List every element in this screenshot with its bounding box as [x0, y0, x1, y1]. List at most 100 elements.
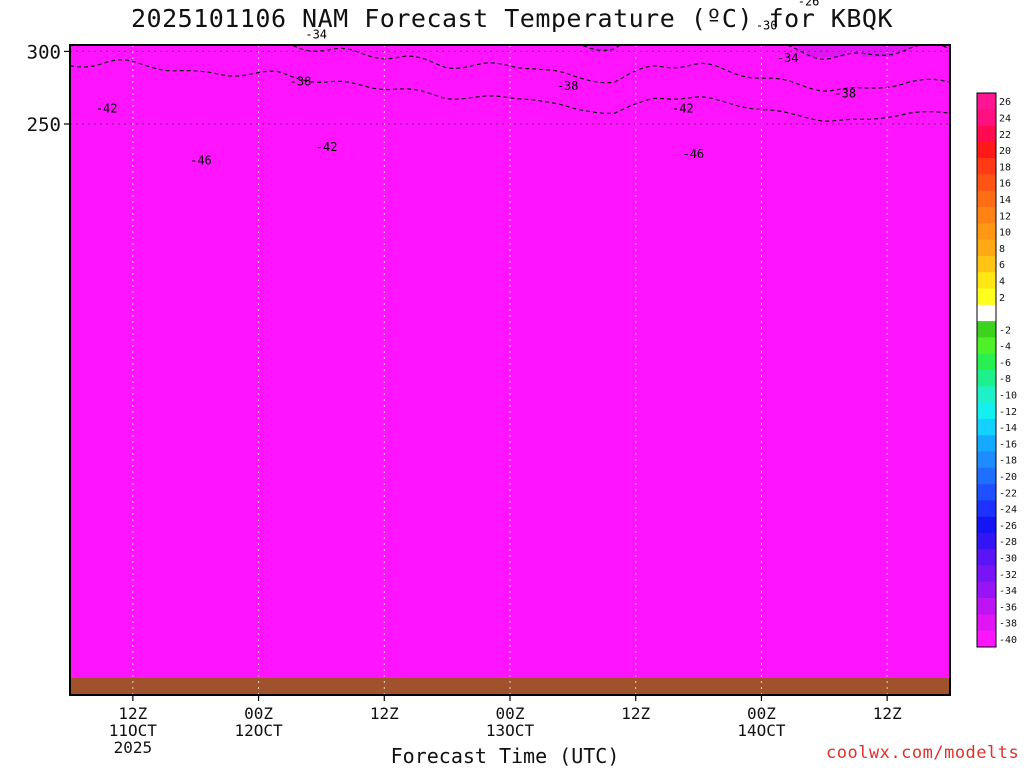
temperature-band-cell: [286, 129, 295, 136]
temperature-band-cell: [174, 651, 183, 658]
temperature-band-cell: [206, 465, 215, 472]
temperature-band-cell: [206, 423, 215, 430]
temperature-band-cell: [390, 333, 399, 340]
temperature-band-cell: [254, 51, 263, 58]
temperature-band-cell: [134, 639, 143, 646]
temperature-band-cell: [358, 483, 367, 490]
temperature-band-cell: [310, 555, 319, 562]
temperature-band-cell: [198, 621, 207, 628]
temperature-band-cell: [350, 663, 359, 670]
temperature-band-cell: [302, 615, 311, 622]
temperature-band-cell: [174, 483, 183, 490]
temperature-band-cell: [174, 567, 183, 574]
temperature-band-cell: [302, 381, 311, 388]
temperature-band-cell: [142, 633, 151, 640]
temperature-band-cell: [222, 45, 231, 52]
temperature-band-cell: [142, 327, 151, 334]
temperature-band-cell: [358, 549, 367, 556]
temperature-band-cell: [214, 657, 223, 664]
temperature-band-cell: [134, 129, 143, 136]
temperature-band-cell: [406, 267, 415, 274]
temperature-band-cell: [118, 399, 127, 406]
temperature-band-cell: [398, 189, 407, 196]
temperature-band-cell: [142, 285, 151, 292]
temperature-band-cell: [222, 63, 231, 70]
temperature-band-cell: [118, 369, 127, 376]
temperature-band-cell: [382, 525, 391, 532]
temperature-band-cell: [158, 201, 167, 208]
temperature-band-cell: [198, 315, 207, 322]
temperature-band-cell: [214, 285, 223, 292]
temperature-band-cell: [398, 69, 407, 76]
temperature-band-cell: [310, 117, 319, 124]
temperature-band-cell: [422, 387, 431, 394]
temperature-band-cell: [182, 603, 191, 610]
temperature-band-cell: [254, 213, 263, 220]
temperature-band-cell: [358, 519, 367, 526]
temperature-band-cell: [110, 381, 119, 388]
temperature-band-cell: [294, 447, 303, 454]
temperature-band-cell: [222, 201, 231, 208]
temperature-band-cell: [350, 555, 359, 562]
temperature-band-cell: [158, 669, 167, 676]
temperature-band-cell: [262, 369, 271, 376]
temperature-band-cell: [278, 303, 287, 310]
temperature-band-cell: [190, 231, 199, 238]
temperature-band-cell: [270, 495, 279, 502]
temperature-band-cell: [118, 333, 127, 340]
temperature-band-cell: [342, 351, 351, 358]
temperature-band-cell: [422, 261, 431, 268]
temperature-band-cell: [134, 375, 143, 382]
temperature-band-cell: [310, 627, 319, 634]
temperature-band-cell: [254, 603, 263, 610]
temperature-band-cell: [102, 627, 111, 634]
temperature-band-cell: [334, 441, 343, 448]
temperature-band-cell: [254, 471, 263, 478]
temperature-band-cell: [182, 429, 191, 436]
temperature-band-cell: [270, 81, 279, 88]
temperature-band-cell: [310, 207, 319, 214]
temperature-band-cell: [262, 417, 271, 424]
temperature-band-cell: [70, 621, 79, 628]
temperature-band-cell: [254, 57, 263, 64]
temperature-band-cell: [70, 483, 79, 490]
temperature-band-cell: [166, 465, 175, 472]
temperature-band-cell: [342, 465, 351, 472]
temperature-band-cell: [334, 375, 343, 382]
temperature-band-cell: [342, 105, 351, 112]
temperature-band-cell: [182, 129, 191, 136]
temperature-band-cell: [182, 141, 191, 148]
temperature-band-cell: [182, 231, 191, 238]
temperature-band-cell: [78, 663, 87, 670]
temperature-band-cell: [166, 615, 175, 622]
temperature-band-cell: [118, 165, 127, 172]
temperature-band-cell: [286, 279, 295, 286]
temperature-band-cell: [406, 579, 415, 586]
temperature-band-cell: [110, 147, 119, 154]
temperature-band-cell: [238, 249, 247, 256]
temperature-band-cell: [78, 447, 87, 454]
temperature-band-cell: [238, 279, 247, 286]
temperature-band-cell: [390, 285, 399, 292]
temperature-band-cell: [326, 303, 335, 310]
temperature-band-cell: [254, 567, 263, 574]
temperature-band-cell: [318, 63, 327, 70]
temperature-band-cell: [350, 57, 359, 64]
temperature-band-cell: [422, 399, 431, 406]
temperature-band-cell: [318, 309, 327, 316]
temperature-band-cell: [262, 351, 271, 358]
temperature-band-cell: [142, 315, 151, 322]
temperature-band-cell: [134, 345, 143, 352]
temperature-band-cell: [414, 507, 423, 514]
temperature-band-cell: [406, 459, 415, 466]
temperature-band-cell: [70, 183, 79, 190]
temperature-band-cell: [142, 399, 151, 406]
temperature-band-cell: [86, 273, 95, 280]
temperature-band-cell: [182, 285, 191, 292]
temperature-band-cell: [422, 117, 431, 124]
temperature-band-cell: [334, 417, 343, 424]
temperature-band-cell: [326, 201, 335, 208]
temperature-band-cell: [198, 351, 207, 358]
temperature-band-cell: [198, 285, 207, 292]
temperature-band-cell: [102, 45, 111, 52]
